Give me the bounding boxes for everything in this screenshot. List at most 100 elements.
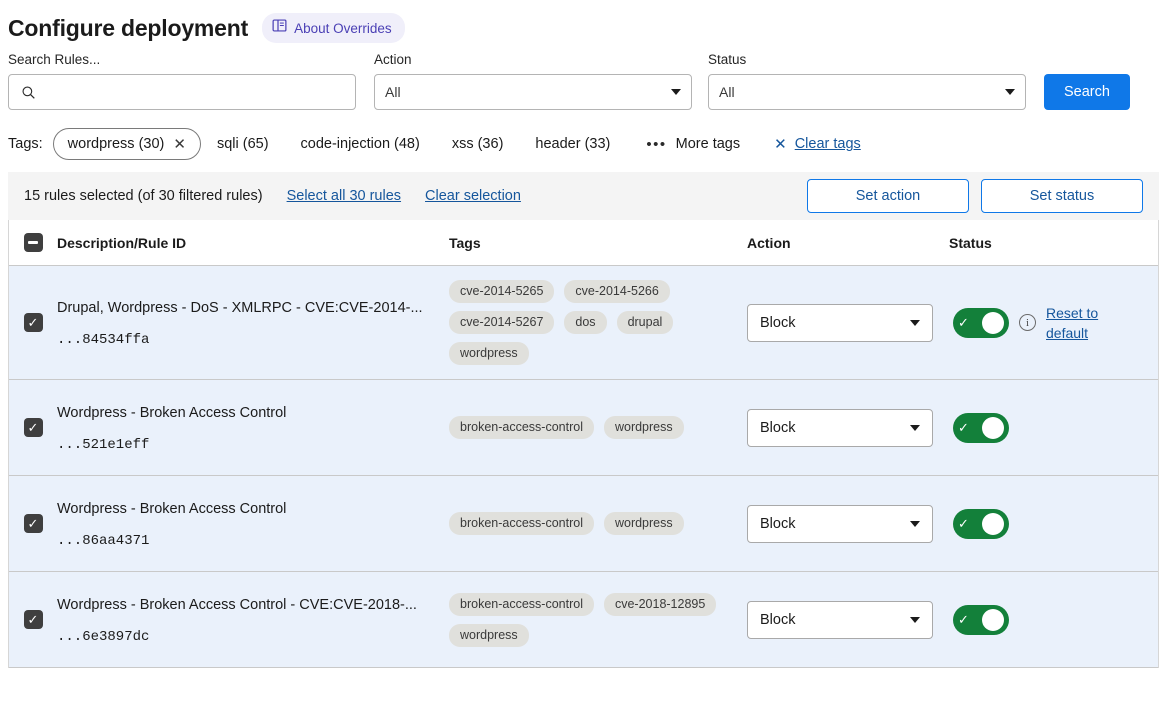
status-toggle[interactable]: ✓ — [953, 412, 1009, 443]
table-row[interactable]: ✓ Wordpress - Broken Access Control ...5… — [9, 380, 1158, 476]
search-input[interactable] — [44, 83, 345, 101]
column-header-tags: Tags — [449, 234, 481, 251]
select-all-checkbox[interactable] — [23, 233, 43, 252]
about-overrides-badge[interactable]: About Overrides — [262, 13, 405, 43]
toggle-knob — [982, 416, 1004, 439]
status-toggle[interactable]: ✓ — [953, 508, 1009, 539]
rule-action-cell: Block — [747, 586, 949, 653]
status-toggle[interactable]: ✓ — [953, 307, 1009, 338]
action-select[interactable]: Block — [747, 408, 933, 447]
rule-id: ...86aa4371 — [57, 532, 150, 549]
action-select-value: Block — [760, 314, 796, 331]
action-filter-select[interactable]: All — [374, 74, 692, 110]
action-select[interactable]: Block — [747, 504, 933, 543]
rule-description: Wordpress - Broken Access Control — [57, 404, 287, 421]
set-status-button[interactable]: Set status — [981, 179, 1143, 213]
rule-status-cell: ✓ — [949, 586, 1158, 653]
tag-pill: drupal — [616, 311, 674, 334]
row-checkbox[interactable]: ✓ — [23, 313, 43, 332]
tag-pill: broken-access-control — [449, 512, 594, 535]
status-toggle[interactable]: ✓ — [953, 604, 1009, 635]
action-select-value: Block — [760, 611, 796, 628]
clear-tags-button[interactable]: ✕ Clear tags — [774, 135, 861, 153]
more-tags-label: More tags — [675, 136, 741, 152]
tag-chip-wordpress[interactable]: wordpress (30) ✕ — [52, 128, 201, 160]
toggle-knob — [982, 608, 1004, 631]
column-header-status: Status — [949, 234, 992, 251]
tag-chip-label: wordpress (30) — [67, 136, 165, 152]
status-filter-select[interactable]: All — [708, 74, 1026, 110]
tag-pill: cve-2018-12895 — [603, 592, 717, 616]
tag-pill: cve-2014-5267 — [449, 311, 555, 334]
row-checkbox[interactable]: ✓ — [23, 514, 43, 533]
check-icon: ✓ — [958, 420, 969, 435]
rule-action-cell: Block — [747, 394, 949, 461]
action-select-value: Block — [760, 515, 796, 532]
rule-tags-cell: cve-2014-5265 cve-2014-5266 cve-2014-526… — [449, 280, 747, 365]
rule-tags-cell: broken-access-control wordpress — [449, 394, 747, 461]
toggle-knob — [982, 311, 1004, 334]
more-tags-button[interactable]: ••• More tags — [634, 129, 752, 160]
rule-description-cell: Wordpress - Broken Access Control - CVE:… — [57, 586, 449, 653]
row-checkbox-cell: ✓ — [9, 490, 57, 557]
search-rules-label: Search Rules... — [8, 52, 101, 67]
select-all-link[interactable]: Select all 30 rules — [286, 188, 402, 204]
chevron-down-icon — [910, 319, 920, 326]
info-icon[interactable]: i — [1019, 314, 1036, 331]
clear-tags-label: Clear tags — [794, 136, 861, 152]
column-header-description: Description/Rule ID — [57, 234, 187, 251]
check-icon: ✓ — [958, 315, 969, 330]
tag-link-sqli[interactable]: sqli (65) — [216, 136, 269, 152]
rule-action-cell: Block — [747, 490, 949, 557]
tag-pill: wordpress — [603, 512, 684, 535]
chevron-down-icon — [910, 424, 920, 431]
rule-description-cell: Wordpress - Broken Access Control ...521… — [57, 394, 449, 461]
rule-action-cell: Block — [747, 280, 949, 365]
status-filter-field: Status All — [708, 52, 1026, 110]
set-action-button[interactable]: Set action — [807, 179, 969, 213]
tag-link-code-injection[interactable]: code-injection (48) — [300, 136, 420, 152]
indeterminate-dash-icon — [28, 241, 38, 244]
status-filter-value: All — [719, 84, 735, 100]
row-checkbox-cell: ✓ — [9, 280, 57, 365]
close-icon[interactable]: ✕ — [173, 135, 186, 153]
action-select[interactable]: Block — [747, 303, 933, 342]
table-row[interactable]: ✓ Wordpress - Broken Access Control ...8… — [9, 476, 1158, 572]
page-title: Configure deployment — [8, 14, 249, 41]
rule-status-cell: ✓ — [949, 394, 1158, 461]
tag-pill: broken-access-control — [449, 592, 594, 616]
table-row[interactable]: ✓ Drupal, Wordpress - DoS - XMLRPC - CVE… — [9, 266, 1158, 380]
rule-description-cell: Drupal, Wordpress - DoS - XMLRPC - CVE:C… — [57, 280, 449, 365]
check-icon: ✓ — [958, 612, 969, 627]
clear-selection-link[interactable]: Clear selection — [425, 188, 521, 204]
action-select-value: Block — [760, 419, 796, 436]
search-rules-field: Search Rules... — [8, 52, 356, 110]
action-filter-field: Action All — [374, 52, 692, 110]
tags-bar: Tags: wordpress (30) ✕ sqli (65) code-in… — [0, 110, 1167, 164]
check-icon: ✓ — [27, 315, 39, 330]
ellipsis-icon: ••• — [646, 135, 667, 153]
tag-pill: broken-access-control — [449, 416, 594, 439]
rule-status-cell: ✓ i Reset to default — [949, 280, 1158, 365]
search-button[interactable]: Search — [1044, 74, 1130, 110]
selection-bar: 15 rules selected (of 30 filtered rules)… — [8, 172, 1159, 220]
rule-description: Wordpress - Broken Access Control — [57, 500, 287, 517]
row-checkbox[interactable]: ✓ — [23, 418, 43, 437]
rule-id: ...521e1eff — [57, 436, 150, 453]
action-filter-value: All — [385, 84, 401, 100]
status-filter-label: Status — [708, 52, 747, 67]
rule-status-cell: ✓ — [949, 490, 1158, 557]
row-checkbox[interactable]: ✓ — [23, 610, 43, 629]
tag-pill: wordpress — [449, 623, 529, 647]
book-icon — [272, 18, 287, 38]
chevron-down-icon — [910, 616, 920, 623]
tag-link-xss[interactable]: xss (36) — [451, 136, 504, 152]
tag-link-header[interactable]: header (33) — [535, 136, 611, 152]
rule-description: Drupal, Wordpress - DoS - XMLRPC - CVE:C… — [57, 299, 423, 316]
action-select[interactable]: Block — [747, 600, 933, 639]
check-icon: ✓ — [27, 612, 39, 627]
search-input-box[interactable] — [8, 74, 356, 110]
reset-to-default-link[interactable]: Reset to default — [1046, 304, 1099, 341]
table-row[interactable]: ✓ Wordpress - Broken Access Control - CV… — [9, 572, 1158, 668]
rule-tags-cell: broken-access-control cve-2018-12895 wor… — [449, 586, 747, 653]
